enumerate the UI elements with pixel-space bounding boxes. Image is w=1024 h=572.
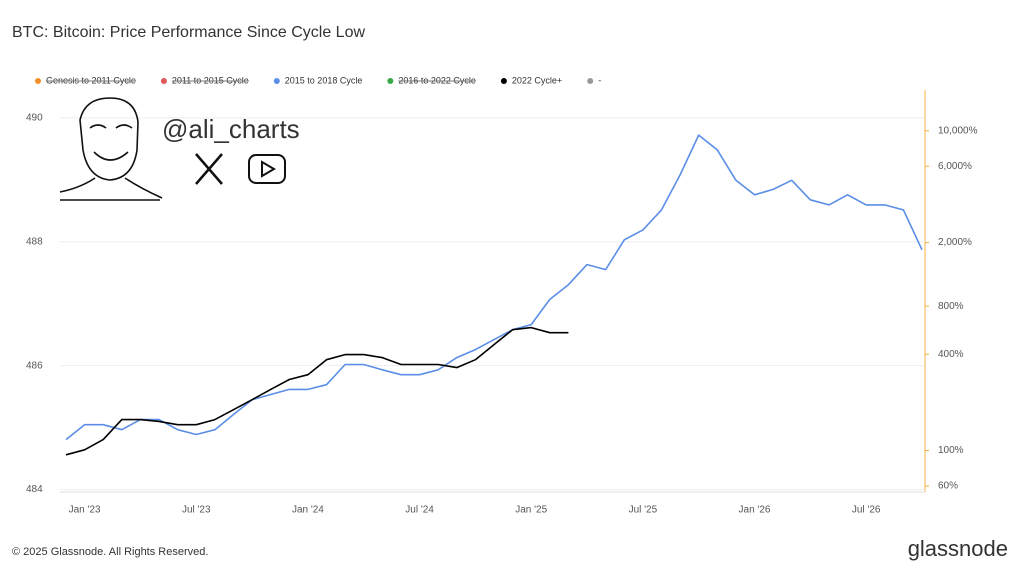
brand-logo: glassnode — [908, 536, 1008, 561]
y-tick-label: 400% — [938, 349, 964, 360]
legend-dot — [160, 78, 167, 84]
y-tick-label: 2,000% — [938, 237, 972, 248]
y-tick-label: 800% — [938, 301, 964, 312]
y2-tick-label: 490 — [26, 113, 43, 124]
legend-dot — [35, 78, 41, 84]
youtube-icon — [248, 154, 286, 184]
legend-label: 2011 to 2015 Cycle — [172, 75, 249, 85]
x-tick-label: Jul '25 — [629, 505, 658, 516]
legend-dot — [500, 78, 507, 84]
legend-dot — [273, 78, 280, 84]
watermark-text: @ali_charts — [162, 114, 300, 144]
x-tick-label: Jan '26 — [739, 505, 771, 516]
face-icon — [59, 97, 163, 201]
footer: © 2025 Glassnode. All Rights Reserved. — [12, 546, 208, 558]
x-tick-label: Jul '26 — [852, 505, 881, 516]
youtube-play — [261, 160, 276, 178]
x-icon — [195, 153, 223, 185]
line-series — [65, 326, 569, 456]
y-tick-label: 100% — [938, 445, 964, 456]
legend-label: 2016 to 2022 Cycle — [398, 75, 476, 85]
line-series — [65, 134, 923, 441]
y-tick-label: 10,000% — [938, 125, 978, 136]
x-tick-label: Jan '25 — [515, 505, 547, 516]
x-tick-label: Jan '24 — [292, 505, 324, 516]
chart-title: BTC: Bitcoin: Price Performance Since Cy… — [12, 24, 365, 41]
x-tick-label: Jan '23 — [69, 505, 101, 516]
legend-label: 2015 to 2018 Cycle — [285, 75, 363, 85]
legend-dot — [587, 78, 594, 84]
legend-label: 2022 Cycle+ — [512, 75, 562, 85]
y-tick-label: 60% — [938, 481, 958, 492]
legend-label: - — [598, 75, 601, 85]
y-tick-label: 6,000% — [938, 161, 972, 172]
y2-tick-label: 488 — [26, 236, 43, 247]
watermark: @ali_charts — [59, 97, 300, 201]
legend-label: Genesis to 2011 Cycle — [46, 75, 136, 85]
legend-dot — [387, 78, 394, 84]
y2-tick-label: 484 — [26, 484, 43, 495]
x-tick-label: Jul '23 — [182, 505, 211, 516]
y2-tick-label: 486 — [26, 360, 43, 371]
x-tick-label: Jul '24 — [405, 505, 434, 516]
